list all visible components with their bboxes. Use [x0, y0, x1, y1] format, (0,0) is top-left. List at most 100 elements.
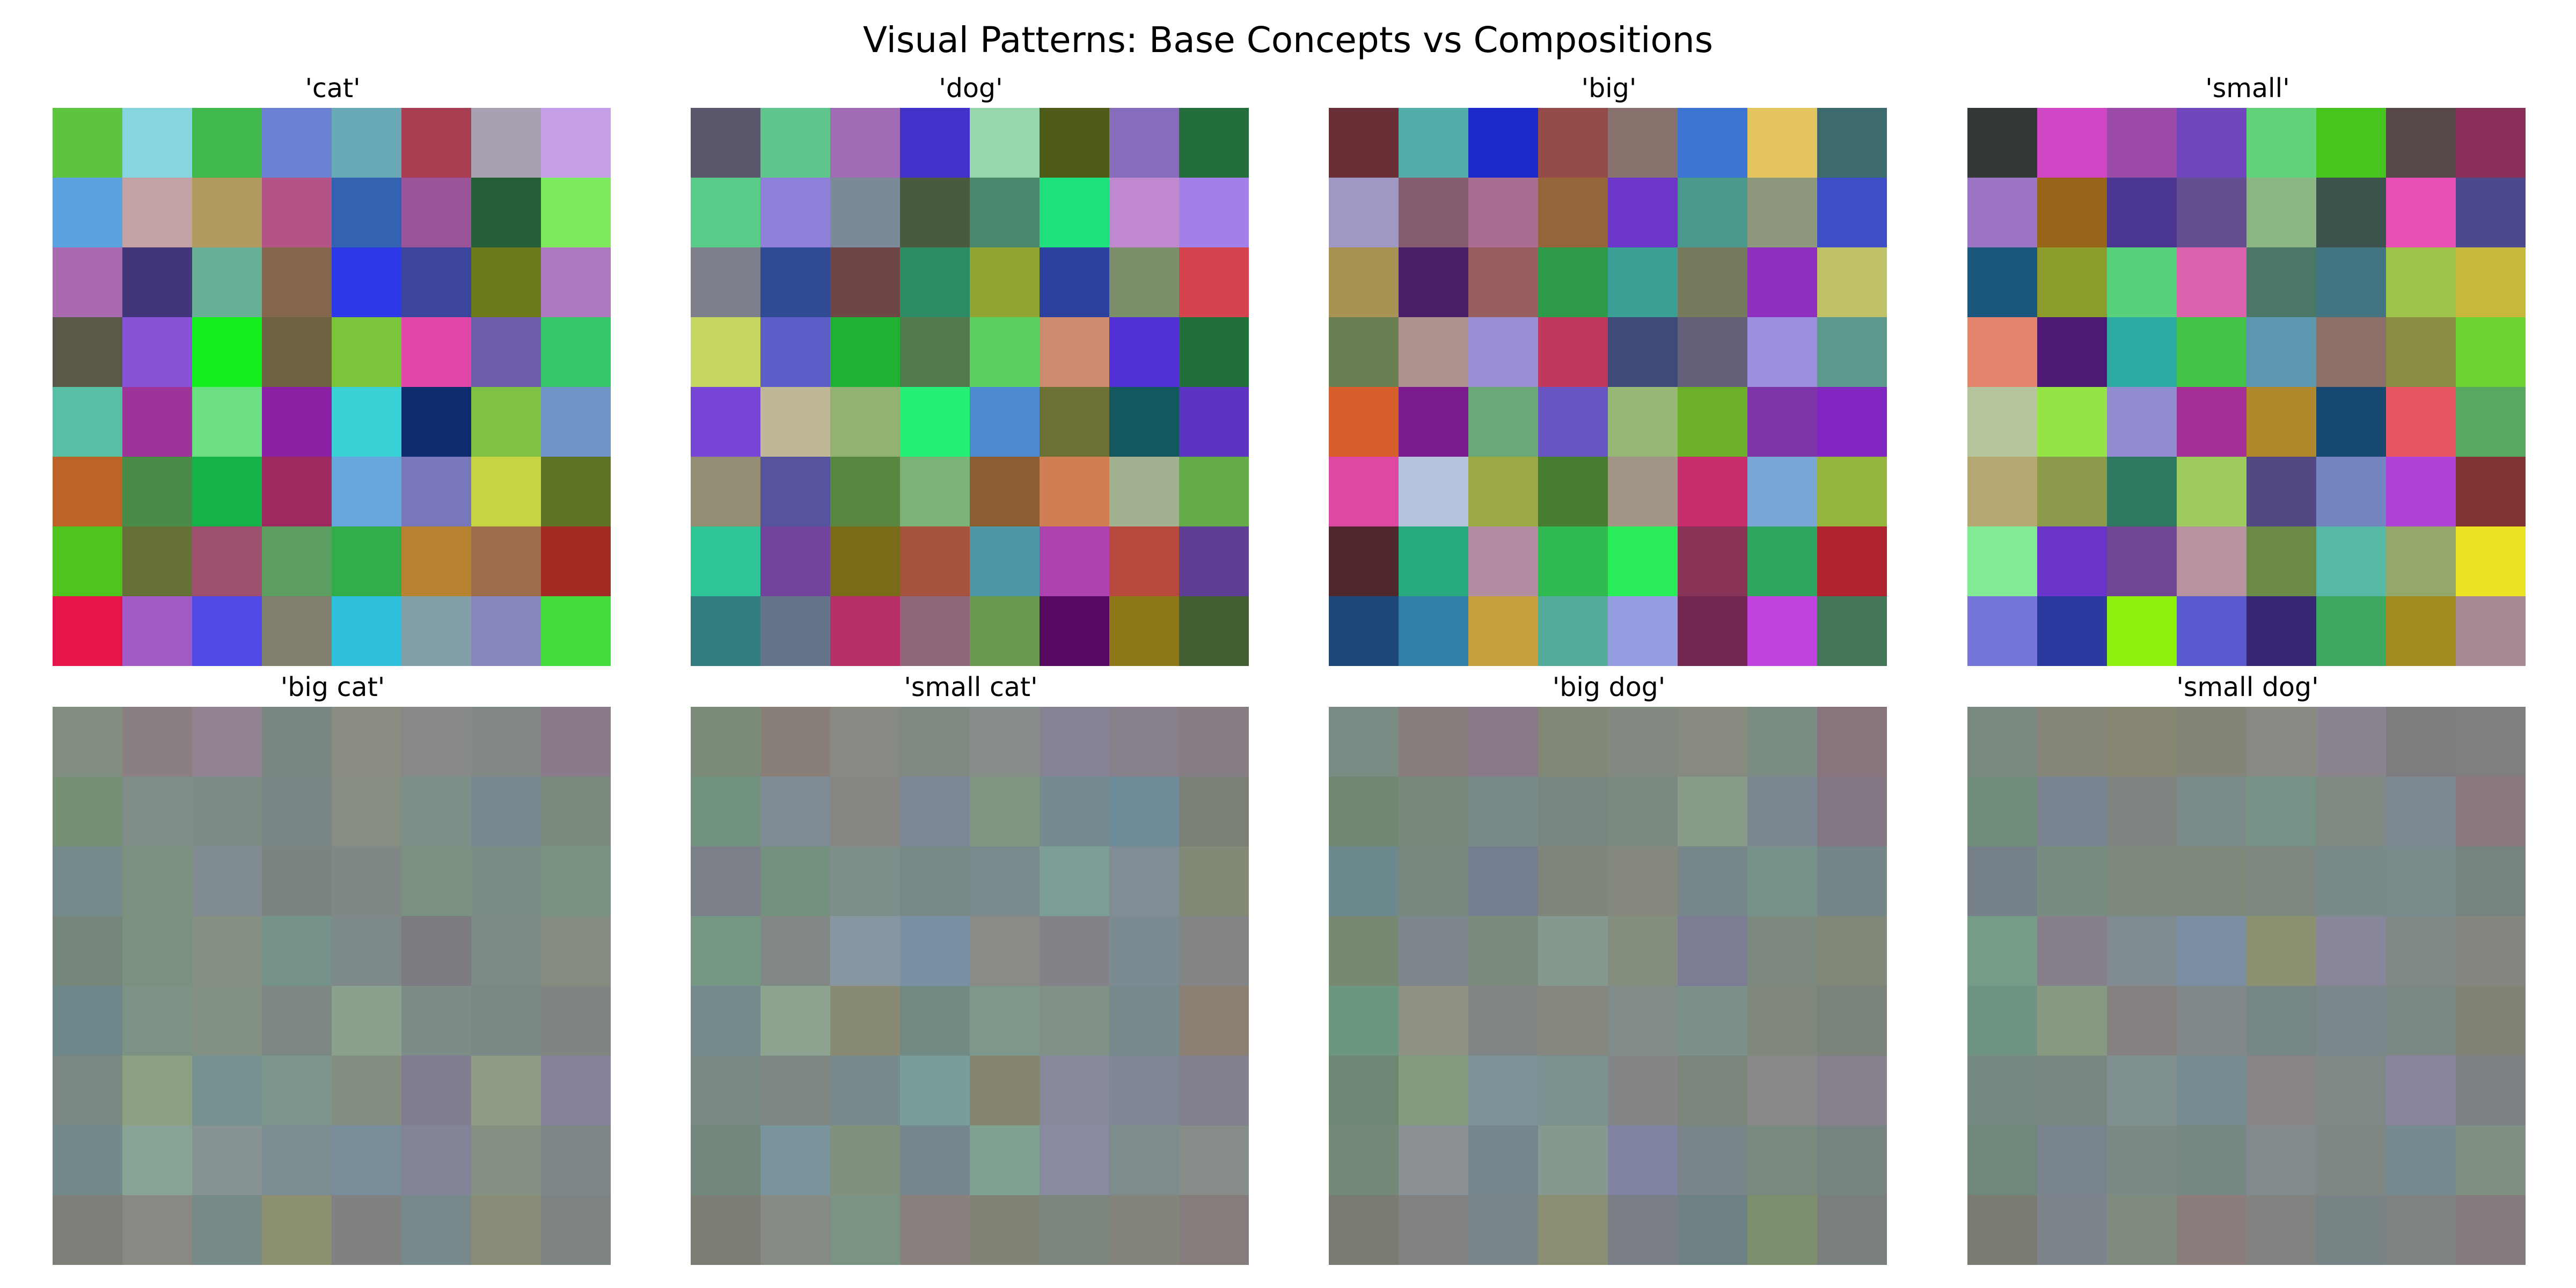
- heatmap-cell: [1817, 596, 1887, 666]
- heatmap-cell: [1608, 777, 1678, 847]
- heatmap-cell: [1040, 317, 1110, 387]
- heatmap-cell: [1399, 596, 1469, 666]
- heatmap-cell: [1678, 1056, 1748, 1126]
- heatmap-cell: [2107, 707, 2177, 777]
- heatmap-cell: [1399, 846, 1469, 917]
- heatmap-cell: [1678, 247, 1748, 318]
- heatmap-cell: [541, 1056, 611, 1126]
- heatmap-cell: [2177, 457, 2247, 527]
- heatmap-cell: [691, 108, 761, 178]
- heatmap-cell: [192, 178, 262, 248]
- heatmap-cell: [760, 247, 831, 318]
- heatmap-cell: [332, 1125, 402, 1196]
- heatmap-grid: [1967, 108, 2526, 666]
- heatmap-cell: [970, 986, 1040, 1056]
- heatmap-cell: [1109, 387, 1180, 457]
- heatmap-cell: [262, 457, 332, 527]
- heatmap-cell: [1608, 526, 1678, 597]
- heatmap-cell: [1109, 777, 1180, 847]
- heatmap-cell: [2246, 707, 2317, 777]
- heatmap-cell: [1109, 1056, 1180, 1126]
- heatmap-cell: [900, 916, 970, 986]
- heatmap-cell: [262, 178, 332, 248]
- heatmap-cell: [691, 596, 761, 666]
- heatmap-cell: [122, 596, 193, 666]
- heatmap-cell: [760, 387, 831, 457]
- heatmap-cell: [1608, 596, 1678, 666]
- heatmap-cell: [262, 247, 332, 318]
- heatmap-cell: [1678, 387, 1748, 457]
- heatmap-cell: [2316, 916, 2387, 986]
- heatmap-cell: [2386, 916, 2456, 986]
- heatmap-cell: [2386, 1056, 2456, 1126]
- heatmap-cell: [830, 1056, 901, 1126]
- heatmap-cell: [2456, 317, 2526, 387]
- panel-title: 'small dog': [2176, 672, 2319, 702]
- heatmap-cell: [1329, 707, 1399, 777]
- heatmap-cell: [2456, 247, 2526, 318]
- heatmap-cell: [1817, 1056, 1887, 1126]
- heatmap-cell: [1817, 1195, 1887, 1265]
- heatmap-cell: [2037, 526, 2107, 597]
- heatmap-cell: [1817, 986, 1887, 1056]
- heatmap-cell: [192, 846, 262, 917]
- heatmap-grid: [1967, 707, 2526, 1265]
- heatmap-cell: [332, 108, 402, 178]
- heatmap-cell: [471, 846, 541, 917]
- heatmap-cell: [1608, 178, 1678, 248]
- heatmap-cell: [830, 178, 901, 248]
- heatmap-cell: [2037, 178, 2107, 248]
- heatmap-cell: [1678, 108, 1748, 178]
- heatmap-cell: [401, 178, 472, 248]
- heatmap-cell: [53, 777, 123, 847]
- heatmap-cell: [2037, 1056, 2107, 1126]
- heatmap-cell: [1608, 986, 1678, 1056]
- heatmap-cell: [1967, 1125, 2038, 1196]
- heatmap-cell: [760, 986, 831, 1056]
- heatmap-cell: [1179, 317, 1249, 387]
- heatmap-cell: [1608, 1125, 1678, 1196]
- heatmap-cell: [1817, 178, 1887, 248]
- heatmap-cell: [2316, 387, 2387, 457]
- heatmap-cell: [2246, 1125, 2317, 1196]
- heatmap-cell: [1747, 916, 1818, 986]
- heatmap-cell: [2246, 846, 2317, 917]
- heatmap-cell: [471, 596, 541, 666]
- heatmap-cell: [1040, 1125, 1110, 1196]
- heatmap-cell: [1747, 317, 1818, 387]
- heatmap-cell: [332, 1056, 402, 1126]
- heatmap-cell: [1468, 457, 1539, 527]
- heatmap-cell: [1468, 526, 1539, 597]
- heatmap-cell: [541, 457, 611, 527]
- heatmap-cell: [2246, 1056, 2317, 1126]
- heatmap-cell: [332, 596, 402, 666]
- heatmap-cell: [1329, 108, 1399, 178]
- heatmap-cell: [1608, 387, 1678, 457]
- heatmap-cell: [541, 986, 611, 1056]
- heatmap-cell: [1817, 387, 1887, 457]
- heatmap-cell: [2037, 777, 2107, 847]
- heatmap-cell: [2386, 707, 2456, 777]
- heatmap-cell: [1468, 1125, 1539, 1196]
- heatmap-cell: [262, 916, 332, 986]
- heatmap-cell: [1967, 986, 2038, 1056]
- heatmap-cell: [122, 526, 193, 597]
- heatmap-cell: [122, 846, 193, 917]
- heatmap-cell: [332, 457, 402, 527]
- heatmap-cell: [830, 1195, 901, 1265]
- heatmap-cell: [1538, 526, 1608, 597]
- heatmap-cell: [1538, 1056, 1608, 1126]
- heatmap-cell: [1468, 916, 1539, 986]
- heatmap-cell: [262, 1195, 332, 1265]
- heatmap-cell: [1329, 526, 1399, 597]
- heatmap-cell: [192, 317, 262, 387]
- heatmap-cell: [1967, 1195, 2038, 1265]
- heatmap-cell: [332, 986, 402, 1056]
- heatmap-cell: [830, 387, 901, 457]
- heatmap-cell: [53, 108, 123, 178]
- heatmap-cell: [1678, 1125, 1748, 1196]
- heatmap-cell: [2456, 1125, 2526, 1196]
- heatmap-cell: [122, 777, 193, 847]
- heatmap-cell: [262, 596, 332, 666]
- heatmap-cell: [2177, 1125, 2247, 1196]
